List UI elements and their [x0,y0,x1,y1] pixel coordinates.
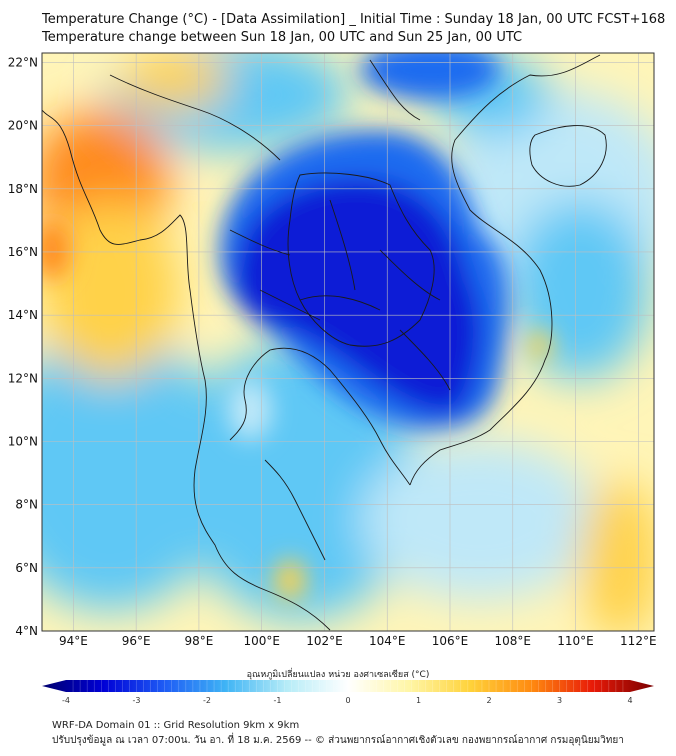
lat-tick-label: 20°N [8,119,38,133]
latitude-labels: 22°N 20°N 18°N 16°N 14°N 12°N 10°N 8°N 6°N 4°N [8,55,38,638]
warm-region-bay [42,200,180,380]
colorbar-body [42,680,654,692]
lon-tick-label: 106°E [432,634,469,648]
colorbar: -4 -3 -2 -1 0 1 2 3 4 [42,680,654,705]
internal-borders [229,199,451,391]
coastline-east [409,54,601,486]
lon-tick-label: 112°E [620,634,657,648]
peninsula-east-coast [264,459,326,561]
hainan-island [529,125,607,187]
footer-model-info: WRF-DA Domain 01 :: Grid Resolution 9km … [52,720,300,731]
coastline-west [42,109,331,631]
lat-tick-label: 12°N [8,371,38,385]
lat-tick-label: 10°N [8,434,38,448]
hot-region-west-edge [42,220,70,280]
mild-region-south [360,440,600,600]
longitude-labels: 94°E 96°E 98°E 100°E 102°E 104°E 106°E 108°E 110… [59,634,657,648]
lon-tick-label: 104°E [369,634,406,648]
colorbar-tick-label: -3 [133,696,141,705]
lon-tick-label: 110°E [557,634,594,648]
thailand-province-borders [287,172,435,347]
colorbar-tick-label: 2 [486,696,491,705]
colorbar-tick-label: -1 [274,696,282,705]
lon-tick-label: 108°E [495,634,532,648]
lat-tick-label: 22°N [8,55,38,69]
map-frame [41,52,655,632]
map-title: Temperature Change (°C) - [Data Assimila… [42,12,666,27]
warm-region-southeast [580,480,654,631]
coastline-gulf [229,347,411,486]
colorbar-tick-label: 4 [627,696,632,705]
map-gridlines [42,53,654,631]
lon-tick-label: 100°E [243,634,280,648]
colorbar-title: อุณหภูมิเปลี่ยนแปลง หน่วย องศาเซลเซียส (… [246,670,430,680]
map-subtitle: Temperature change between Sun 18 Jan, 0… [42,30,523,45]
cold-region-north-coast [360,53,500,100]
lon-tick-label: 94°E [59,634,88,648]
title-block: Temperature Change (°C) - [Data Assimila… [42,11,665,47]
lat-tick-label: 18°N [8,182,38,196]
colorbar-segments [72,680,624,692]
lon-tick-label: 102°E [306,634,343,648]
lat-tick-label: 14°N [8,308,38,322]
lat-tick-label: 4°N [15,624,38,638]
warm-region-north [120,53,230,110]
colorbar-tick-label: -4 [62,696,70,705]
footer-credits: ปรับปรุงข้อมูล ณ เวลา 07:00น. วัน อา. ที… [52,735,624,746]
warm-spot-vietnam [528,331,552,359]
mild-region-gulf-head [228,380,272,440]
colorbar-ticks: -4 -3 -2 -1 0 1 2 3 4 [62,696,633,705]
lon-tick-label: 96°E [122,634,151,648]
temperature-field [42,53,654,631]
colorbar-tick-label: 0 [345,696,350,705]
colorbar-tick-label: 1 [416,696,421,705]
colorbar-tick-label: 3 [557,696,562,705]
lat-tick-label: 6°N [15,561,38,575]
footer: WRF-DA Domain 01 :: Grid Resolution 9km … [52,718,624,748]
northern-borders [109,59,421,161]
coastlines-and-borders [42,54,607,631]
colorbar-tick-label: -2 [203,696,211,705]
warm-spot-peninsula [274,560,306,600]
lat-tick-label: 16°N [8,245,38,259]
lon-tick-label: 98°E [184,634,213,648]
strong-cold-core [236,178,481,413]
lat-tick-label: 8°N [15,498,38,512]
